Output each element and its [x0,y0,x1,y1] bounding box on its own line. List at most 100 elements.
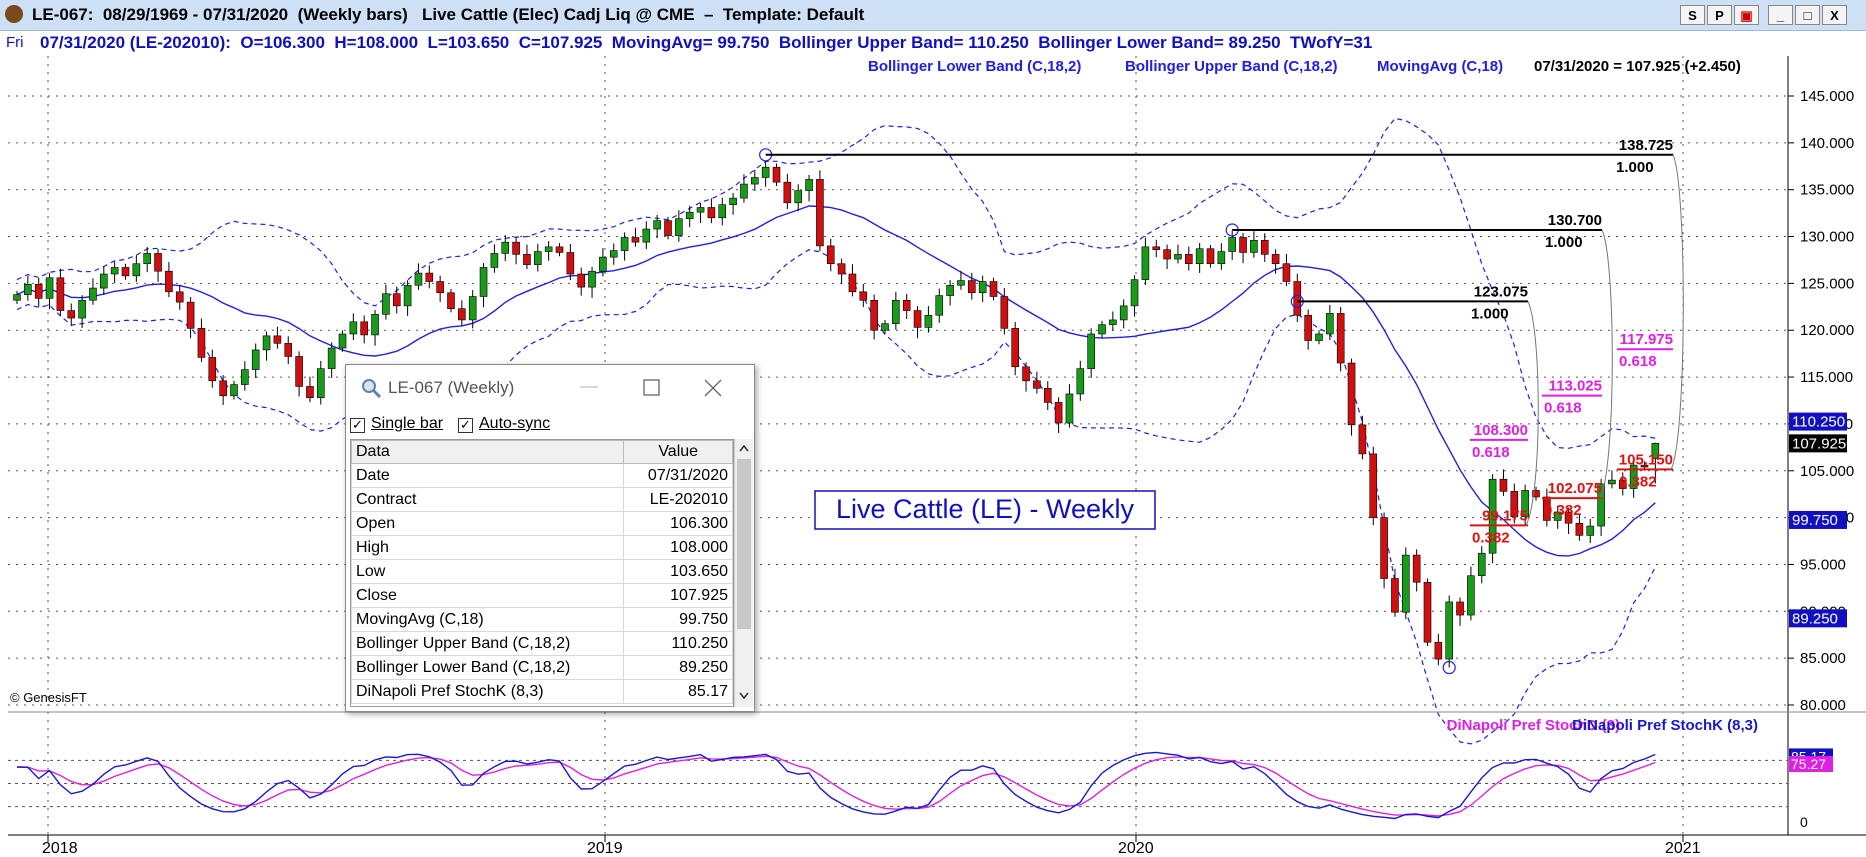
candle-body [1022,366,1030,382]
candle-body [1239,237,1247,253]
candle-body [230,384,238,397]
candle-body [794,190,803,204]
p-button[interactable]: P [1707,5,1732,25]
x-tick-label: 2018 [42,840,78,857]
single-bar-checkbox[interactable]: ✓ Single bar [350,415,443,433]
magnifier-icon [362,379,382,399]
scrollbar-thumb[interactable] [737,459,751,629]
row-label: Date [351,463,625,488]
dialog-maximize-icon[interactable] [636,377,666,399]
table-row[interactable]: Open 106.300 [351,511,733,536]
candle-body [414,272,423,286]
s-button[interactable]: S [1680,5,1705,25]
candle-body [1119,305,1128,321]
candle-body [165,270,173,293]
candle-body [1640,464,1649,468]
row-label: Bollinger Upper Band (C,18,2) [351,631,625,656]
candle-body [110,267,119,275]
candle-body [251,349,260,370]
table-row[interactable]: Date 07/31/2020 [351,463,733,488]
scroll-up-icon[interactable] [737,441,751,455]
table-row[interactable]: High 108.000 [351,535,733,560]
fib-price-label: 105.150 [1619,451,1673,468]
candle-body [295,356,303,387]
candle-body [1553,511,1562,521]
fib-levels: 138.725 1.000 130.700 1.000 123.075 1.000 117.… [765,137,1684,546]
candle-body [1043,388,1052,403]
fib-price-label: 108.300 [1474,422,1528,439]
candle-body [45,277,54,299]
candle-body [1033,380,1041,389]
candle-body [718,204,727,219]
data-window-dialog[interactable]: LE-067 (Weekly) ✓ Single bar ✓ Auto-sync D… [345,364,755,712]
candle-body [284,343,293,357]
row-label: High [351,535,625,560]
candle-body [1456,601,1464,616]
table-row[interactable]: Close 107.925 [351,583,733,608]
candle-body [740,183,748,199]
bar-info-text: 07/31/2020 (LE-202010): O=106.300 H=108.… [40,33,1373,52]
table-row[interactable]: DiNapoli Pref StochK (8,3) 85.17 [351,679,733,704]
candle-body [392,293,401,307]
fib-price-label: 130.700 [1548,212,1602,229]
moving-average-line [16,205,1656,557]
column-header-value[interactable]: Value [623,440,733,464]
candle-body [761,166,770,178]
fib-connector [1599,229,1613,499]
auto-sync-checkbox[interactable]: ✓ Auto-sync [458,415,550,433]
candle-body [599,256,607,272]
table-row[interactable]: Bollinger Upper Band (C,18,2) 110.250 [351,631,733,656]
fib-ratio-label: 0.382 [1619,473,1657,490]
scroll-down-icon[interactable] [737,689,751,703]
table-row[interactable]: Low 103.650 [351,559,733,584]
candle-body [1532,490,1540,498]
close-button[interactable]: X [1822,5,1847,25]
dialog-titlebar[interactable]: LE-067 (Weekly) [346,365,754,411]
candle-body [957,280,965,286]
candle-body [1304,314,1312,341]
x-tick-label: 2019 [587,840,623,857]
candle-body [458,308,466,321]
candle-body [1326,313,1334,335]
minimize-button[interactable]: _ [1768,5,1793,25]
candle-body [468,296,477,321]
candle-body [837,263,846,275]
fib-connector [1525,301,1539,526]
candle-body [675,218,683,236]
row-value: 107.925 [623,583,733,608]
fib-price-label: 102.075 [1548,480,1602,497]
dialog-scrollbar[interactable] [734,439,753,707]
table-row[interactable]: Contract LE-202010 [351,487,733,512]
candle-body [1434,641,1443,660]
table-row[interactable]: MovingAvg (C,18) 99.750 [351,607,733,632]
candle-body [1402,554,1410,613]
chart-label-box[interactable] [814,490,1156,530]
candle-body [1228,237,1236,252]
app-icon [5,5,23,23]
dialog-title: LE-067 (Weekly) [388,378,515,397]
candles [13,148,1660,675]
link-icon[interactable]: ▣ [1734,5,1759,25]
candle-body [349,321,358,335]
candle-body [1564,511,1573,524]
candle-body [696,207,705,213]
restore-button[interactable]: □ [1795,5,1820,25]
candle-body [1054,402,1063,424]
price-axis: 145.000 140.000 135.000 130.000 125.000 120.0… [8,56,1866,836]
fib-connector [1670,154,1684,470]
x-tick-label: 2021 [1665,840,1701,857]
candle-body [609,250,618,258]
column-header-data[interactable]: Data [351,440,625,464]
candle-body [1488,478,1497,554]
dialog-minimize-icon[interactable] [574,377,604,397]
table-row[interactable]: Bollinger Lower Band (C,18,2) 89.250 [351,655,733,680]
fib-ratio-label: 1.000 [1545,234,1583,251]
stochastic-panel: 85.1775.270 [8,748,1833,830]
candle-body [425,272,434,282]
dialog-close-icon[interactable] [698,377,728,399]
candle-body [154,253,162,272]
candle-body [1011,328,1020,368]
candle-body [1521,490,1529,517]
fib-ratio-label: 1.000 [1616,159,1654,176]
